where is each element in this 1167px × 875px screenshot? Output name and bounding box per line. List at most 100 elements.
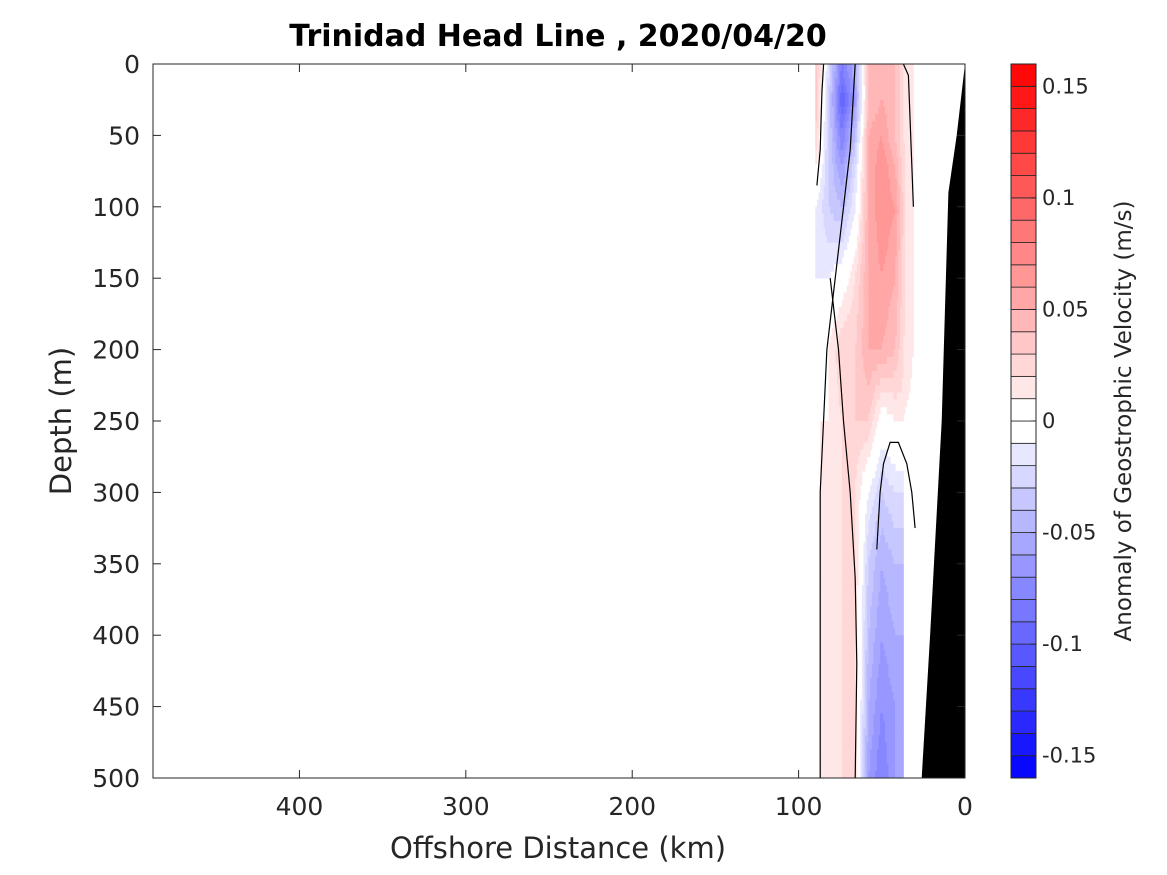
field-cell — [860, 421, 863, 429]
field-cell — [848, 199, 851, 208]
field-cell — [890, 542, 893, 550]
field-cell — [895, 742, 898, 750]
field-cell — [880, 271, 883, 279]
field-cell — [911, 142, 914, 151]
field-cell — [840, 185, 843, 193]
field-cell — [826, 685, 829, 693]
field-cell — [896, 363, 899, 372]
field-cell — [826, 478, 829, 486]
field-cell — [846, 770, 849, 778]
field-cell — [898, 135, 901, 143]
field-cell — [851, 156, 854, 165]
field-cell — [876, 649, 879, 658]
field-cell — [850, 728, 853, 736]
field-cell — [828, 249, 831, 258]
field-cell — [898, 128, 901, 136]
field-cell — [886, 463, 889, 472]
field-cell — [861, 699, 864, 707]
field-cell — [838, 135, 841, 143]
field-cell — [863, 542, 866, 550]
field-cell — [870, 606, 873, 615]
field-cell — [850, 406, 853, 415]
field-cell — [840, 563, 843, 572]
field-cell — [885, 520, 888, 529]
field-cell — [873, 749, 876, 757]
field-cell — [875, 128, 878, 136]
field-cell — [843, 442, 846, 450]
field-cell — [860, 71, 863, 79]
field-cell — [820, 506, 823, 515]
field-cell — [855, 271, 858, 279]
field-cell — [850, 363, 853, 372]
field-cell — [838, 163, 841, 172]
field-cell — [853, 156, 856, 165]
field-cell — [843, 706, 846, 715]
field-cell — [863, 735, 866, 743]
field-cell — [866, 606, 869, 615]
field-cell — [835, 692, 838, 700]
field-cell — [908, 71, 911, 79]
field-cell — [886, 513, 889, 522]
field-cell — [876, 385, 879, 393]
field-cell — [865, 249, 868, 258]
field-cell — [858, 271, 861, 279]
field-cell — [873, 421, 876, 429]
field-cell — [885, 585, 888, 593]
field-cell — [901, 199, 904, 208]
field-cell — [910, 213, 913, 222]
field-cell — [833, 692, 836, 700]
field-cell — [821, 592, 824, 600]
field-cell — [828, 71, 831, 79]
field-cell — [848, 720, 851, 729]
field-cell — [820, 756, 823, 765]
field-cell — [841, 563, 844, 572]
field-cell — [866, 199, 869, 208]
field-cell — [878, 321, 881, 329]
field-cell — [878, 128, 881, 136]
field-cell — [820, 599, 823, 608]
field-cell — [898, 592, 901, 600]
field-cell — [876, 171, 879, 179]
field-cell — [901, 670, 904, 679]
field-cell — [893, 106, 896, 115]
field-cell — [868, 435, 871, 443]
field-cell — [845, 656, 848, 665]
field-cell — [888, 692, 891, 700]
field-cell — [880, 735, 883, 743]
field-cell — [858, 478, 861, 486]
field-cell — [873, 313, 876, 322]
field-cell — [856, 306, 859, 315]
field-cell — [843, 349, 846, 358]
field-cell — [863, 213, 866, 222]
field-cell — [853, 421, 856, 429]
field-cell — [910, 335, 913, 343]
field-cell — [866, 278, 869, 286]
field-cell — [898, 235, 901, 243]
field-cell — [898, 306, 901, 315]
field-cell — [881, 699, 884, 707]
field-cell — [901, 106, 904, 115]
field-cell — [848, 221, 851, 229]
field-cell — [851, 85, 854, 93]
field-cell — [860, 278, 863, 286]
field-cell — [860, 256, 863, 265]
field-cell — [843, 378, 846, 386]
field-cell — [881, 585, 884, 593]
field-cell — [831, 356, 834, 365]
field-cell — [890, 128, 893, 136]
field-cell — [896, 263, 899, 272]
field-cell — [885, 335, 888, 343]
field-cell — [890, 363, 893, 372]
field-cell — [828, 728, 831, 736]
field-cell — [863, 428, 866, 436]
field-cell — [846, 570, 849, 579]
field-cell — [873, 171, 876, 179]
field-cell — [911, 349, 914, 358]
field-cell — [896, 563, 899, 572]
field-cell — [835, 720, 838, 729]
field-cell — [893, 599, 896, 608]
field-cell — [911, 306, 914, 315]
field-cell — [836, 470, 839, 479]
field-cell — [838, 492, 841, 500]
field-cell — [836, 513, 839, 522]
